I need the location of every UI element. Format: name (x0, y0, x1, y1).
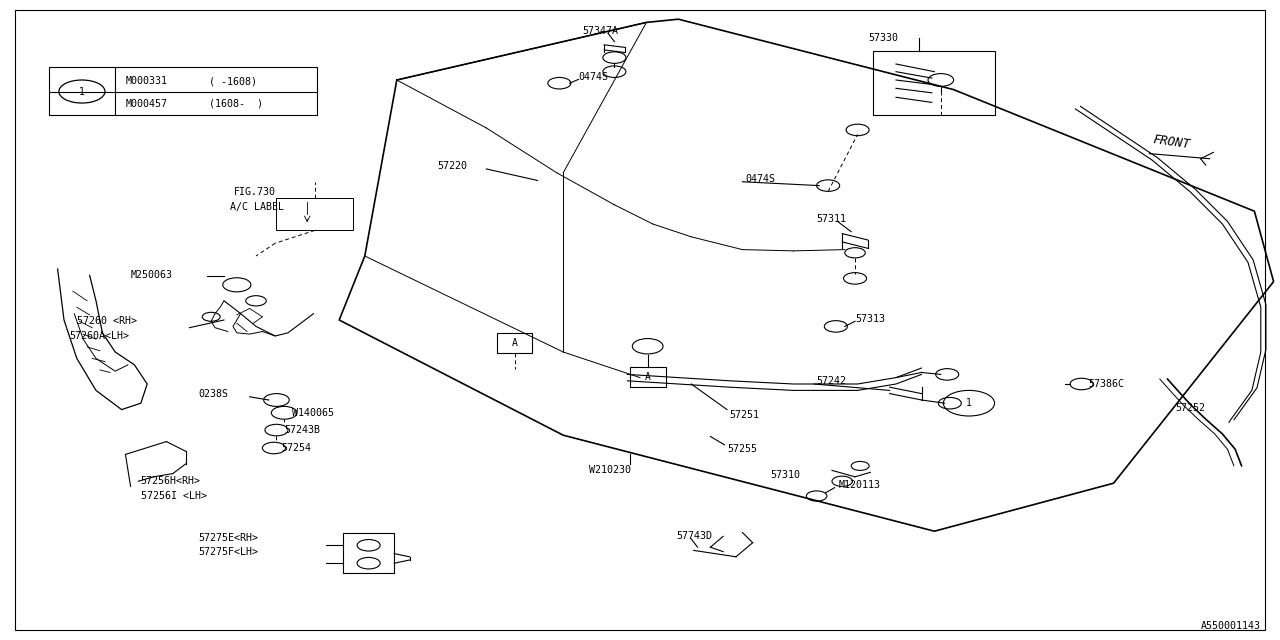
Text: M000331: M000331 (125, 76, 168, 86)
Text: A550001143: A550001143 (1201, 621, 1261, 631)
Text: (1608-  ): (1608- ) (209, 99, 262, 109)
Text: 1: 1 (966, 398, 972, 408)
Bar (276, 198, 353, 230)
Text: 57256I <LH>: 57256I <LH> (141, 491, 207, 501)
Text: 57347A: 57347A (582, 26, 618, 36)
Text: 57260A<LH>: 57260A<LH> (69, 331, 129, 341)
Text: M000457: M000457 (125, 99, 168, 109)
Text: 0474S: 0474S (579, 72, 608, 82)
Text: 57243B: 57243B (284, 425, 320, 435)
Bar (630, 367, 666, 387)
Text: A: A (645, 372, 650, 382)
Text: 57310: 57310 (771, 470, 800, 480)
Text: 1: 1 (79, 86, 84, 97)
Text: 57254: 57254 (282, 443, 311, 453)
Bar (497, 333, 532, 353)
Text: 0238S: 0238S (198, 388, 228, 399)
Text: 57220: 57220 (438, 161, 467, 172)
Text: 57386C: 57386C (1088, 379, 1124, 389)
Text: 57313: 57313 (855, 314, 884, 324)
Bar (343, 533, 394, 573)
Text: A/C LABEL: A/C LABEL (230, 202, 284, 212)
Text: 57311: 57311 (817, 214, 846, 224)
Text: ( -1608): ( -1608) (209, 76, 256, 86)
Text: M120113: M120113 (838, 480, 881, 490)
Text: 57252: 57252 (1175, 403, 1204, 413)
Text: 57330: 57330 (868, 33, 897, 44)
Bar (873, 51, 995, 115)
Text: 57242: 57242 (817, 376, 846, 386)
Text: FRONT: FRONT (1152, 133, 1190, 151)
Text: 57743D: 57743D (676, 531, 712, 541)
Text: W210230: W210230 (589, 465, 631, 476)
Text: 0474S: 0474S (745, 174, 774, 184)
Text: 57275F<LH>: 57275F<LH> (198, 547, 259, 557)
Text: 57251: 57251 (730, 410, 759, 420)
Text: 57275E<RH>: 57275E<RH> (198, 532, 259, 543)
Text: A: A (512, 338, 517, 348)
Text: W140065: W140065 (292, 408, 334, 418)
Text: 57260 <RH>: 57260 <RH> (77, 316, 137, 326)
Text: 57256H<RH>: 57256H<RH> (141, 476, 201, 486)
Text: M250063: M250063 (131, 270, 173, 280)
Bar (49, 67, 317, 115)
Text: FIG.730: FIG.730 (234, 187, 276, 197)
Text: 57255: 57255 (727, 444, 756, 454)
